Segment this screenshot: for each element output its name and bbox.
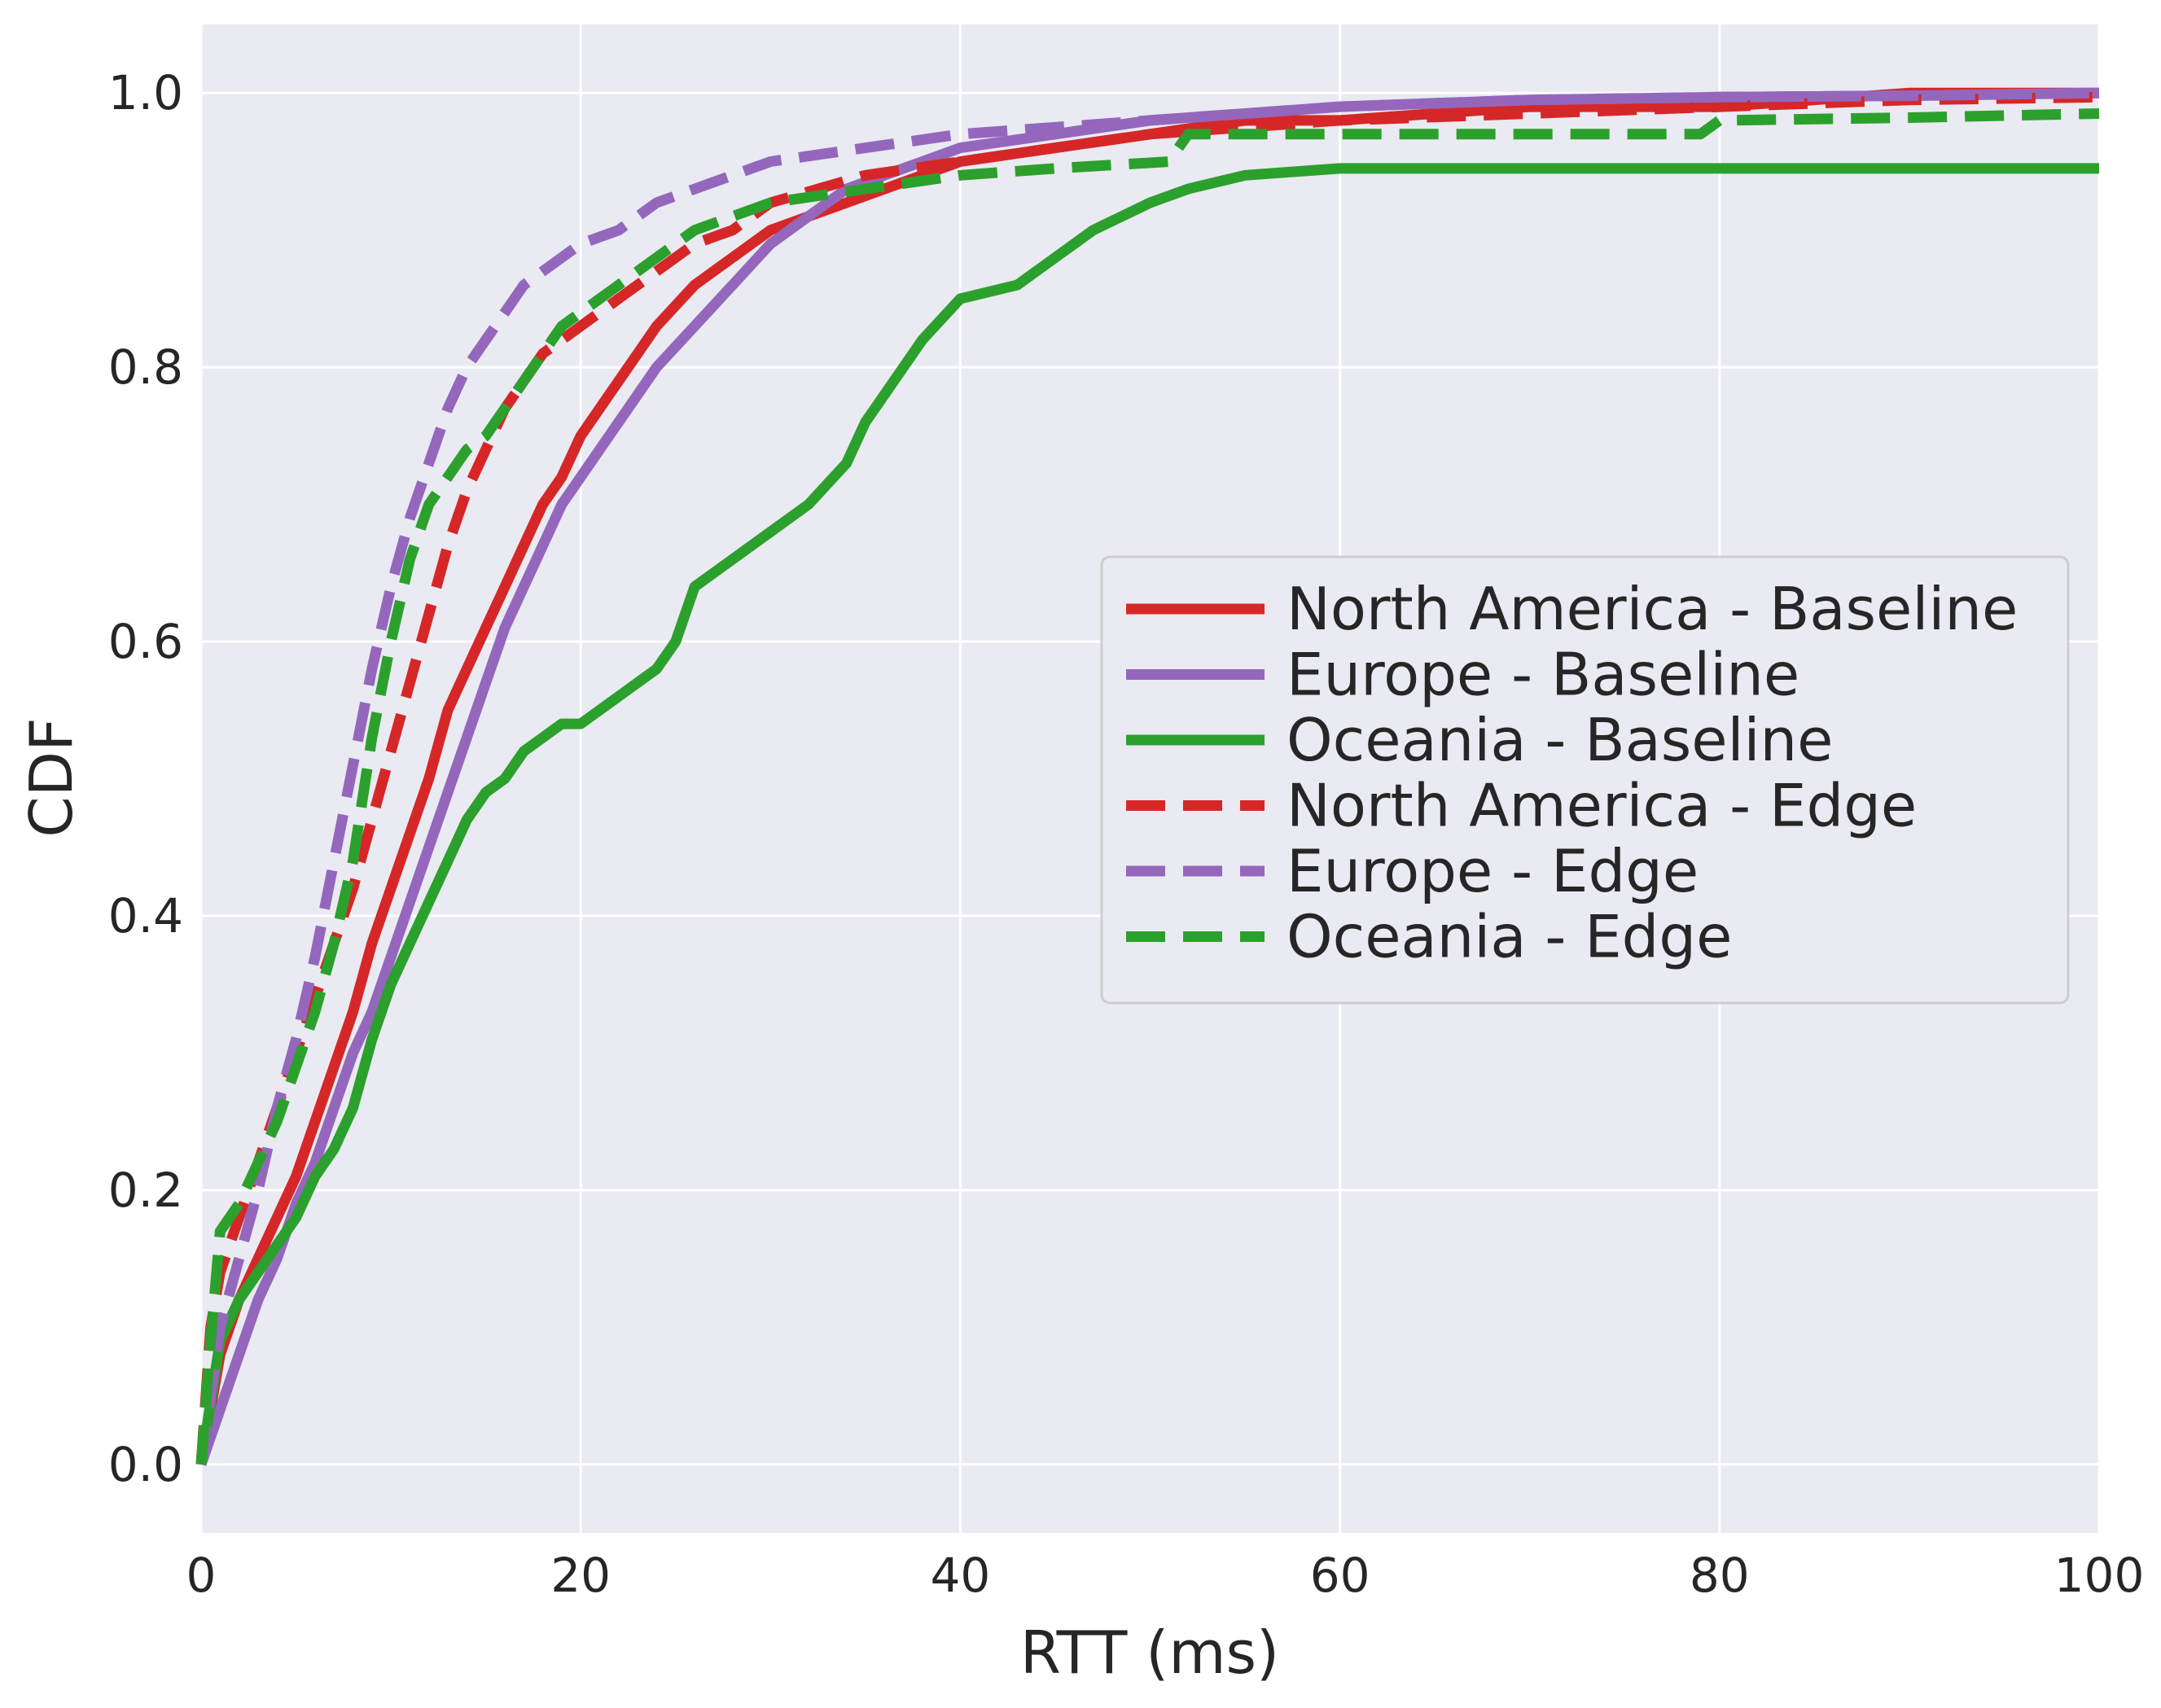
x-tick-label: 80 [1690, 1548, 1750, 1603]
legend-label: Oceania - Edge [1287, 903, 1732, 971]
x-tick-label: 0 [186, 1548, 217, 1603]
legend-label: Europe - Baseline [1287, 641, 1799, 709]
tick-labels: 0 20 40 60 80 100 0.0 0.2 0.4 0.6 0.8 1.0 [108, 65, 2145, 1603]
y-tick-label: 0.2 [108, 1163, 183, 1218]
series-lines [195, 87, 2100, 1466]
legend-label: North America - Edge [1287, 772, 1917, 840]
y-tick-label: 0.6 [108, 614, 183, 669]
series-line-europe-edge [195, 87, 2100, 1465]
y-tick-label: 0.8 [108, 339, 183, 395]
x-axis-title: RTT (ms) [1020, 1618, 1279, 1687]
y-tick-label: 0.0 [108, 1437, 183, 1492]
y-axis-title: CDF [17, 717, 85, 837]
y-tick-label: 1.0 [108, 65, 183, 120]
x-tick-label: 60 [1310, 1548, 1370, 1603]
x-tick-label: 40 [930, 1548, 990, 1603]
series-line-oceania-edge [195, 108, 2100, 1465]
legend-label: Oceania - Baseline [1287, 706, 1833, 774]
x-tick-label: 100 [2054, 1548, 2145, 1603]
legend-label: Europe - Edge [1287, 837, 1699, 905]
y-tick-label: 0.4 [108, 888, 183, 944]
x-tick-label: 20 [550, 1548, 611, 1603]
legend-box [1100, 555, 2070, 1005]
legend-label: North America - Baseline [1287, 575, 2018, 643]
series-line-oceania-baseline [195, 163, 2099, 1465]
